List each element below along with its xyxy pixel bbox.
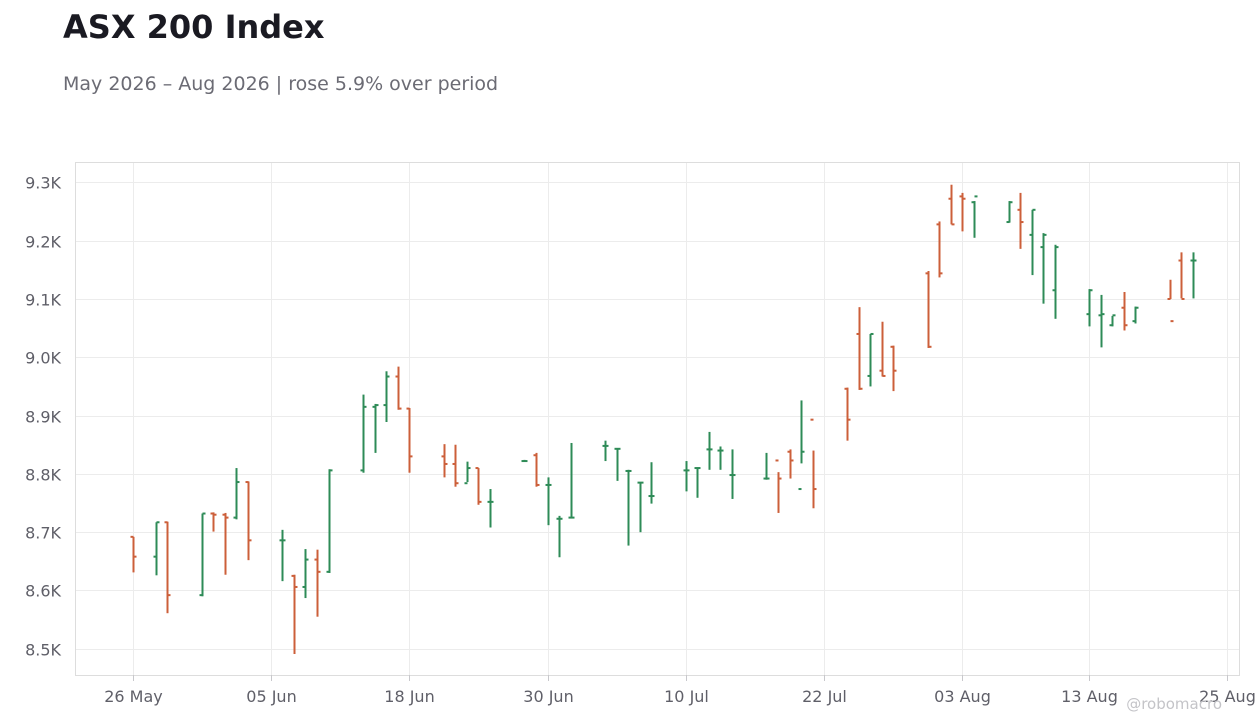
ohlc-bar (222, 512, 229, 575)
y-tick-label: 9.3K (25, 174, 61, 193)
ohlc-bar (233, 468, 240, 520)
ohlc-bar (521, 459, 528, 463)
ohlc-bar (372, 403, 379, 453)
ohlc-bar (775, 459, 782, 513)
x-tick-label: 26 May (104, 687, 163, 706)
ohlc-bar (602, 440, 609, 462)
ohlc-bar (130, 535, 137, 573)
x-tick-label: 03 Aug (934, 687, 991, 706)
x-tick-label: 05 Jun (246, 687, 296, 706)
ohlc-bar (763, 452, 770, 480)
x-tick-label: 13 Aug (1061, 687, 1118, 706)
ohlc-bar (395, 366, 402, 410)
ohlc-bar (245, 481, 252, 561)
ohlc-bar (487, 489, 494, 528)
ohlc-bar (683, 461, 690, 492)
y-tick-label: 8.8K (25, 466, 61, 485)
y-tick-label: 9.2K (25, 233, 61, 252)
ohlc-bar (1086, 289, 1093, 327)
watermark: @robomacro (1126, 695, 1222, 713)
ohlc-bar (1040, 233, 1047, 304)
ohlc-bar (1132, 306, 1139, 324)
ohlc-bar (1190, 252, 1197, 299)
ohlc-bar (1098, 294, 1105, 348)
ohlc-bar (1029, 208, 1036, 276)
ohlc-bar (637, 481, 644, 533)
ohlc-bar (383, 371, 390, 422)
ohlc-bar (648, 462, 655, 504)
ohlc-bar (452, 444, 459, 487)
ohlc-bar (556, 515, 563, 558)
y-tick-label: 8.5K (25, 641, 61, 660)
ohlc-bar (1167, 279, 1174, 323)
x-tick-label: 22 Jul (802, 687, 847, 706)
ohlc-bar (694, 467, 701, 498)
ohlc-bar (545, 477, 552, 526)
x-tick-label: 25 Aug (1199, 687, 1256, 706)
ohlc-bar (810, 418, 817, 509)
plot-area-frame (75, 162, 1240, 676)
y-tick-label: 9.1K (25, 291, 61, 310)
ohlc-bar (971, 195, 978, 238)
ohlc-bar (936, 221, 943, 278)
ohlc-bar (1109, 314, 1116, 327)
ohlc-bar (856, 307, 863, 390)
ohlc-bar (844, 387, 851, 441)
ohlc-bar (533, 452, 540, 487)
ohlc-bar (925, 271, 932, 348)
ohlc-bar (210, 512, 217, 532)
ohlc-bar (302, 549, 309, 599)
ohlc-bar (1121, 291, 1128, 331)
ohlc-bar (199, 512, 206, 597)
ohlc-bar (326, 469, 333, 573)
x-axis-ticks: 26 May 05 Jun 18 Jun 30 Jun 10 Jul 22 Jul 03 A… (104, 675, 1256, 706)
ohlc-bar (279, 529, 286, 582)
ohlc-bar (717, 446, 724, 470)
ohlc-bar (568, 442, 575, 519)
ohlc-bar (614, 447, 621, 481)
ohlc-bar (475, 467, 482, 505)
ohlc-bar (314, 549, 321, 617)
ohlc-bar (464, 461, 471, 485)
ohlc-bar (890, 345, 897, 392)
ohlc-bar (625, 469, 632, 546)
ohlc-bar (879, 321, 886, 377)
chart-title: ASX 200 Index (63, 8, 325, 46)
ohlc-bar (948, 184, 955, 226)
y-tick-label: 8.9K (25, 408, 61, 427)
ohlc-bar (1052, 244, 1059, 319)
ohlc-bar (729, 449, 736, 499)
ohlc-bar (360, 394, 367, 473)
ohlc-bar (406, 407, 413, 473)
y-axis-ticks: 8.5K 8.6K 8.7K 8.8K 8.9K 9.0K 9.1K 9.2K 9.3K (25, 174, 61, 660)
ohlc-bar (1006, 201, 1013, 224)
ohlc-bar (153, 521, 160, 576)
ohlc-bar (164, 521, 171, 614)
x-tick-label: 18 Jun (384, 687, 434, 706)
y-tick-label: 8.7K (25, 524, 61, 543)
ohlc-bar (867, 332, 874, 387)
ohlc-bar (787, 449, 794, 479)
ohlc-bar (959, 192, 966, 232)
x-tick-label: 30 Jun (523, 687, 573, 706)
ohlc-bars (130, 184, 1197, 655)
ohlc-bar (798, 400, 805, 491)
ohlc-bar (291, 574, 298, 655)
ohlc-bar (706, 431, 713, 470)
x-tick-label: 10 Jul (664, 687, 709, 706)
ohlc-bar (1017, 192, 1024, 249)
ohlc-bar (1178, 252, 1185, 300)
grid-lines (75, 162, 1239, 675)
chart-subtitle: May 2026 – Aug 2026 | rose 5.9% over per… (63, 73, 499, 95)
y-tick-label: 8.6K (25, 582, 61, 601)
ohlc-bar (441, 444, 448, 478)
y-tick-label: 9.0K (25, 349, 61, 368)
